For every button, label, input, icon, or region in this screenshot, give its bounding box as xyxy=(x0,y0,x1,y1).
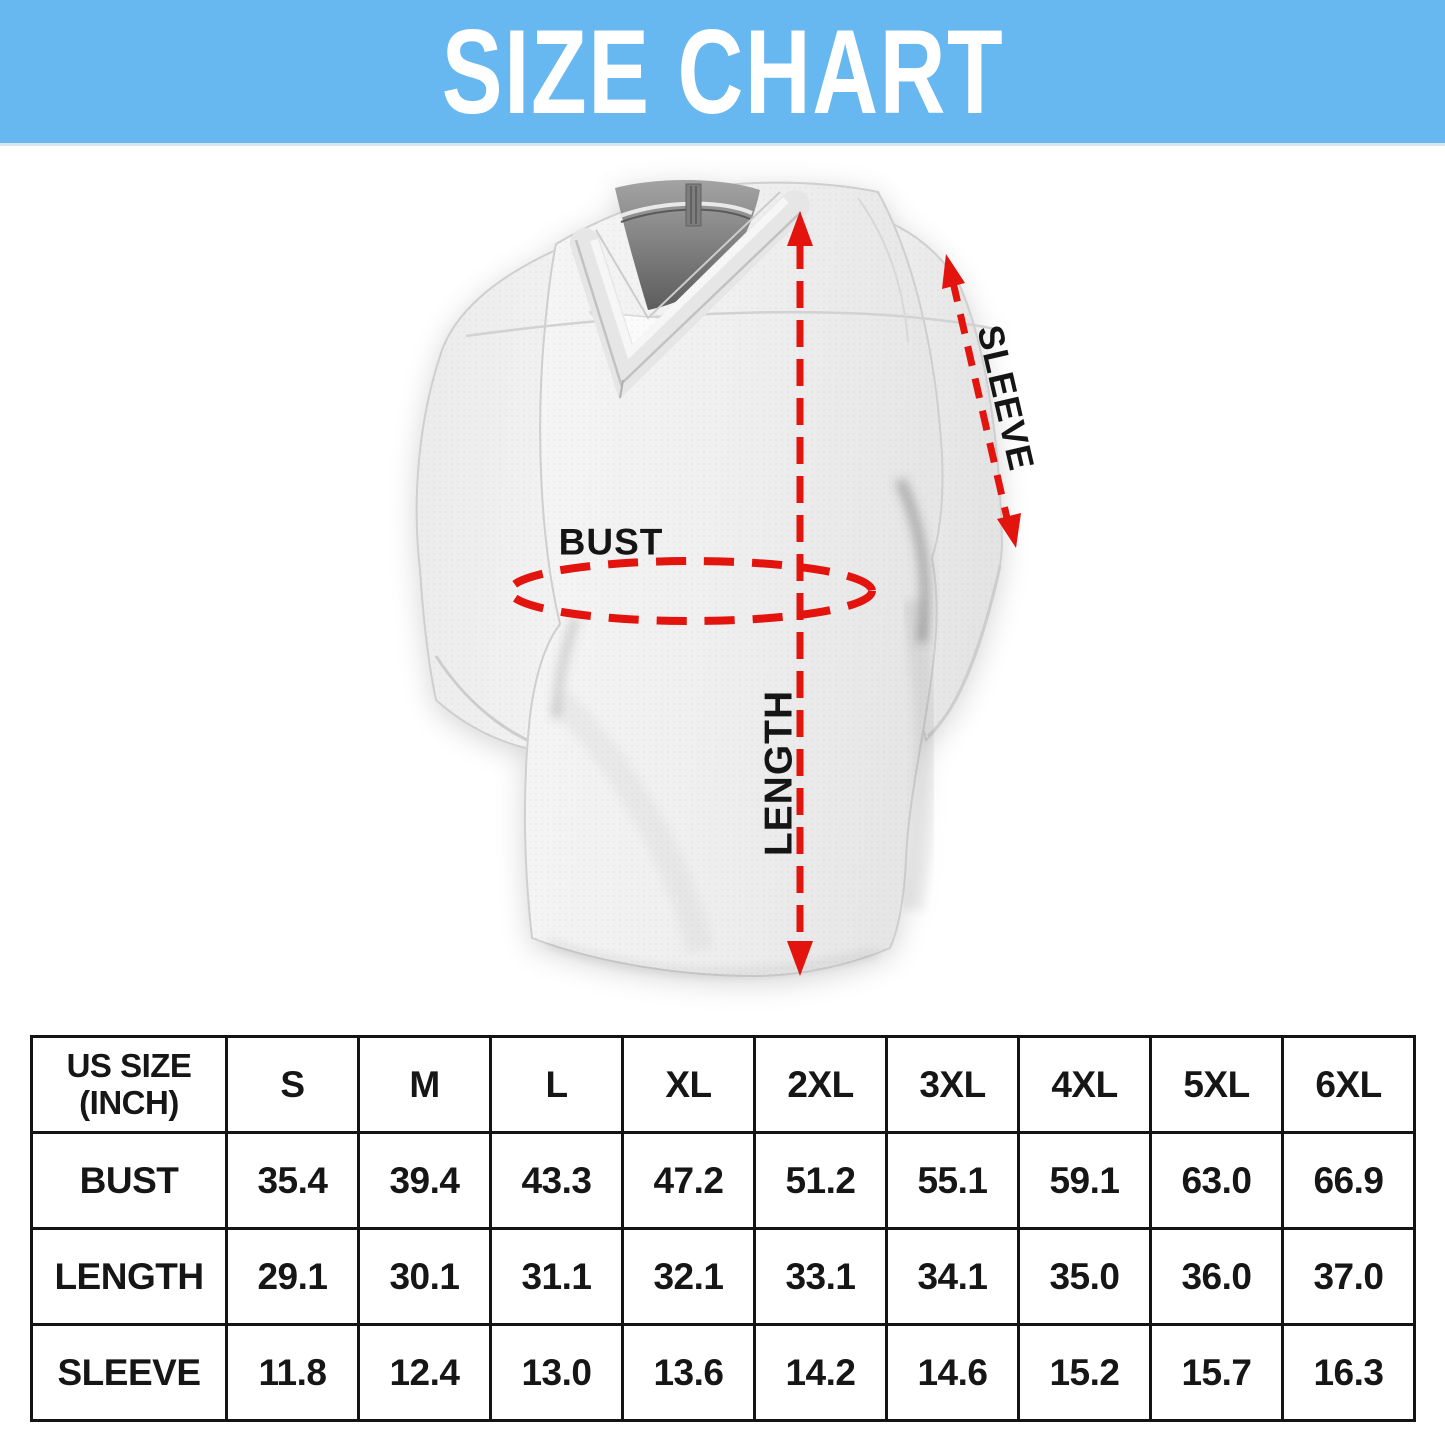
bust-value: 63.0 xyxy=(1149,1131,1284,1230)
bust-value: 39.4 xyxy=(357,1131,492,1230)
col-header-xl: XL xyxy=(621,1035,756,1134)
size-table: US SIZE (INCH) S M L XL 2XL 3XL 4XL 5XL … xyxy=(30,1035,1416,1422)
jersey-illustration xyxy=(415,179,1003,978)
bust-value: 43.3 xyxy=(489,1131,624,1230)
length-value: 29.1 xyxy=(225,1227,360,1326)
length-value: 31.1 xyxy=(489,1227,624,1326)
table-row-length: LENGTH 29.1 30.1 31.1 32.1 33.1 34.1 35.… xyxy=(30,1227,1416,1326)
col-header-2xl: 2XL xyxy=(753,1035,888,1134)
table-row-bust: BUST 35.4 39.4 43.3 47.2 51.2 55.1 59.1 … xyxy=(30,1131,1416,1230)
length-value: 32.1 xyxy=(621,1227,756,1326)
sleeve-value: 15.7 xyxy=(1149,1323,1284,1422)
collar-tab xyxy=(685,183,702,227)
sleeve-value: 13.6 xyxy=(621,1323,756,1422)
sleeve-value: 12.4 xyxy=(357,1323,492,1422)
col-header-6xl: 6XL xyxy=(1281,1035,1416,1134)
length-arrow-up-icon xyxy=(787,211,813,246)
col-header-4xl: 4XL xyxy=(1017,1035,1152,1134)
col-header-3xl: 3XL xyxy=(885,1035,1020,1134)
table-header-row: US SIZE (INCH) S M L XL 2XL 3XL 4XL 5XL … xyxy=(30,1035,1416,1134)
jersey-collar xyxy=(570,179,810,400)
length-value: 37.0 xyxy=(1281,1227,1416,1326)
bust-value: 66.9 xyxy=(1281,1131,1416,1230)
sleeve-value: 15.2 xyxy=(1017,1323,1152,1422)
col-header-5xl: 5XL xyxy=(1149,1035,1284,1134)
sleeve-value: 13.0 xyxy=(489,1323,624,1422)
header-banner: SIZE CHART xyxy=(0,0,1445,146)
bust-value: 55.1 xyxy=(885,1131,1020,1230)
sleeve-arrow-line xyxy=(949,281,1013,528)
length-label: LENGTH xyxy=(758,690,801,856)
measurement-annotations xyxy=(506,211,1021,976)
bust-value: 51.2 xyxy=(753,1131,888,1230)
col-header-m: M xyxy=(357,1035,492,1134)
bust-value: 35.4 xyxy=(225,1131,360,1230)
length-value: 33.1 xyxy=(753,1227,888,1326)
collar-band xyxy=(570,190,810,400)
length-value: 36.0 xyxy=(1149,1227,1284,1326)
sleeve-value: 11.8 xyxy=(225,1323,360,1422)
row-label-length: LENGTH xyxy=(30,1227,228,1326)
length-value: 30.1 xyxy=(357,1227,492,1326)
row-label-sleeve: SLEEVE xyxy=(30,1323,228,1422)
table-row-sleeve: SLEEVE 11.8 12.4 13.0 13.6 14.2 14.6 15.… xyxy=(30,1323,1416,1422)
sleeve-value: 14.2 xyxy=(753,1323,888,1422)
unit-header-cell: US SIZE (INCH) xyxy=(30,1035,228,1134)
length-value: 35.0 xyxy=(1017,1227,1152,1326)
sleeve-arrow-up-icon xyxy=(942,254,965,289)
bust-value: 59.1 xyxy=(1017,1131,1152,1230)
length-value: 34.1 xyxy=(885,1227,1020,1326)
sleeve-value: 14.6 xyxy=(885,1323,1020,1422)
sleeve-value: 16.3 xyxy=(1281,1323,1416,1422)
col-header-l: L xyxy=(489,1035,624,1134)
sleeve-arrow-down-icon xyxy=(997,513,1021,548)
bust-value: 47.2 xyxy=(621,1131,756,1230)
jersey-torso xyxy=(465,181,1001,978)
bust-ellipse xyxy=(506,557,876,625)
row-label-bust: BUST xyxy=(30,1131,228,1230)
jersey-right-sleeve xyxy=(789,206,1003,742)
bust-label: BUST xyxy=(559,522,664,563)
page-title: SIZE CHART xyxy=(441,4,1004,139)
col-header-s: S xyxy=(225,1035,360,1134)
chest-seam xyxy=(465,310,1001,338)
length-arrow-down-icon xyxy=(787,941,813,976)
